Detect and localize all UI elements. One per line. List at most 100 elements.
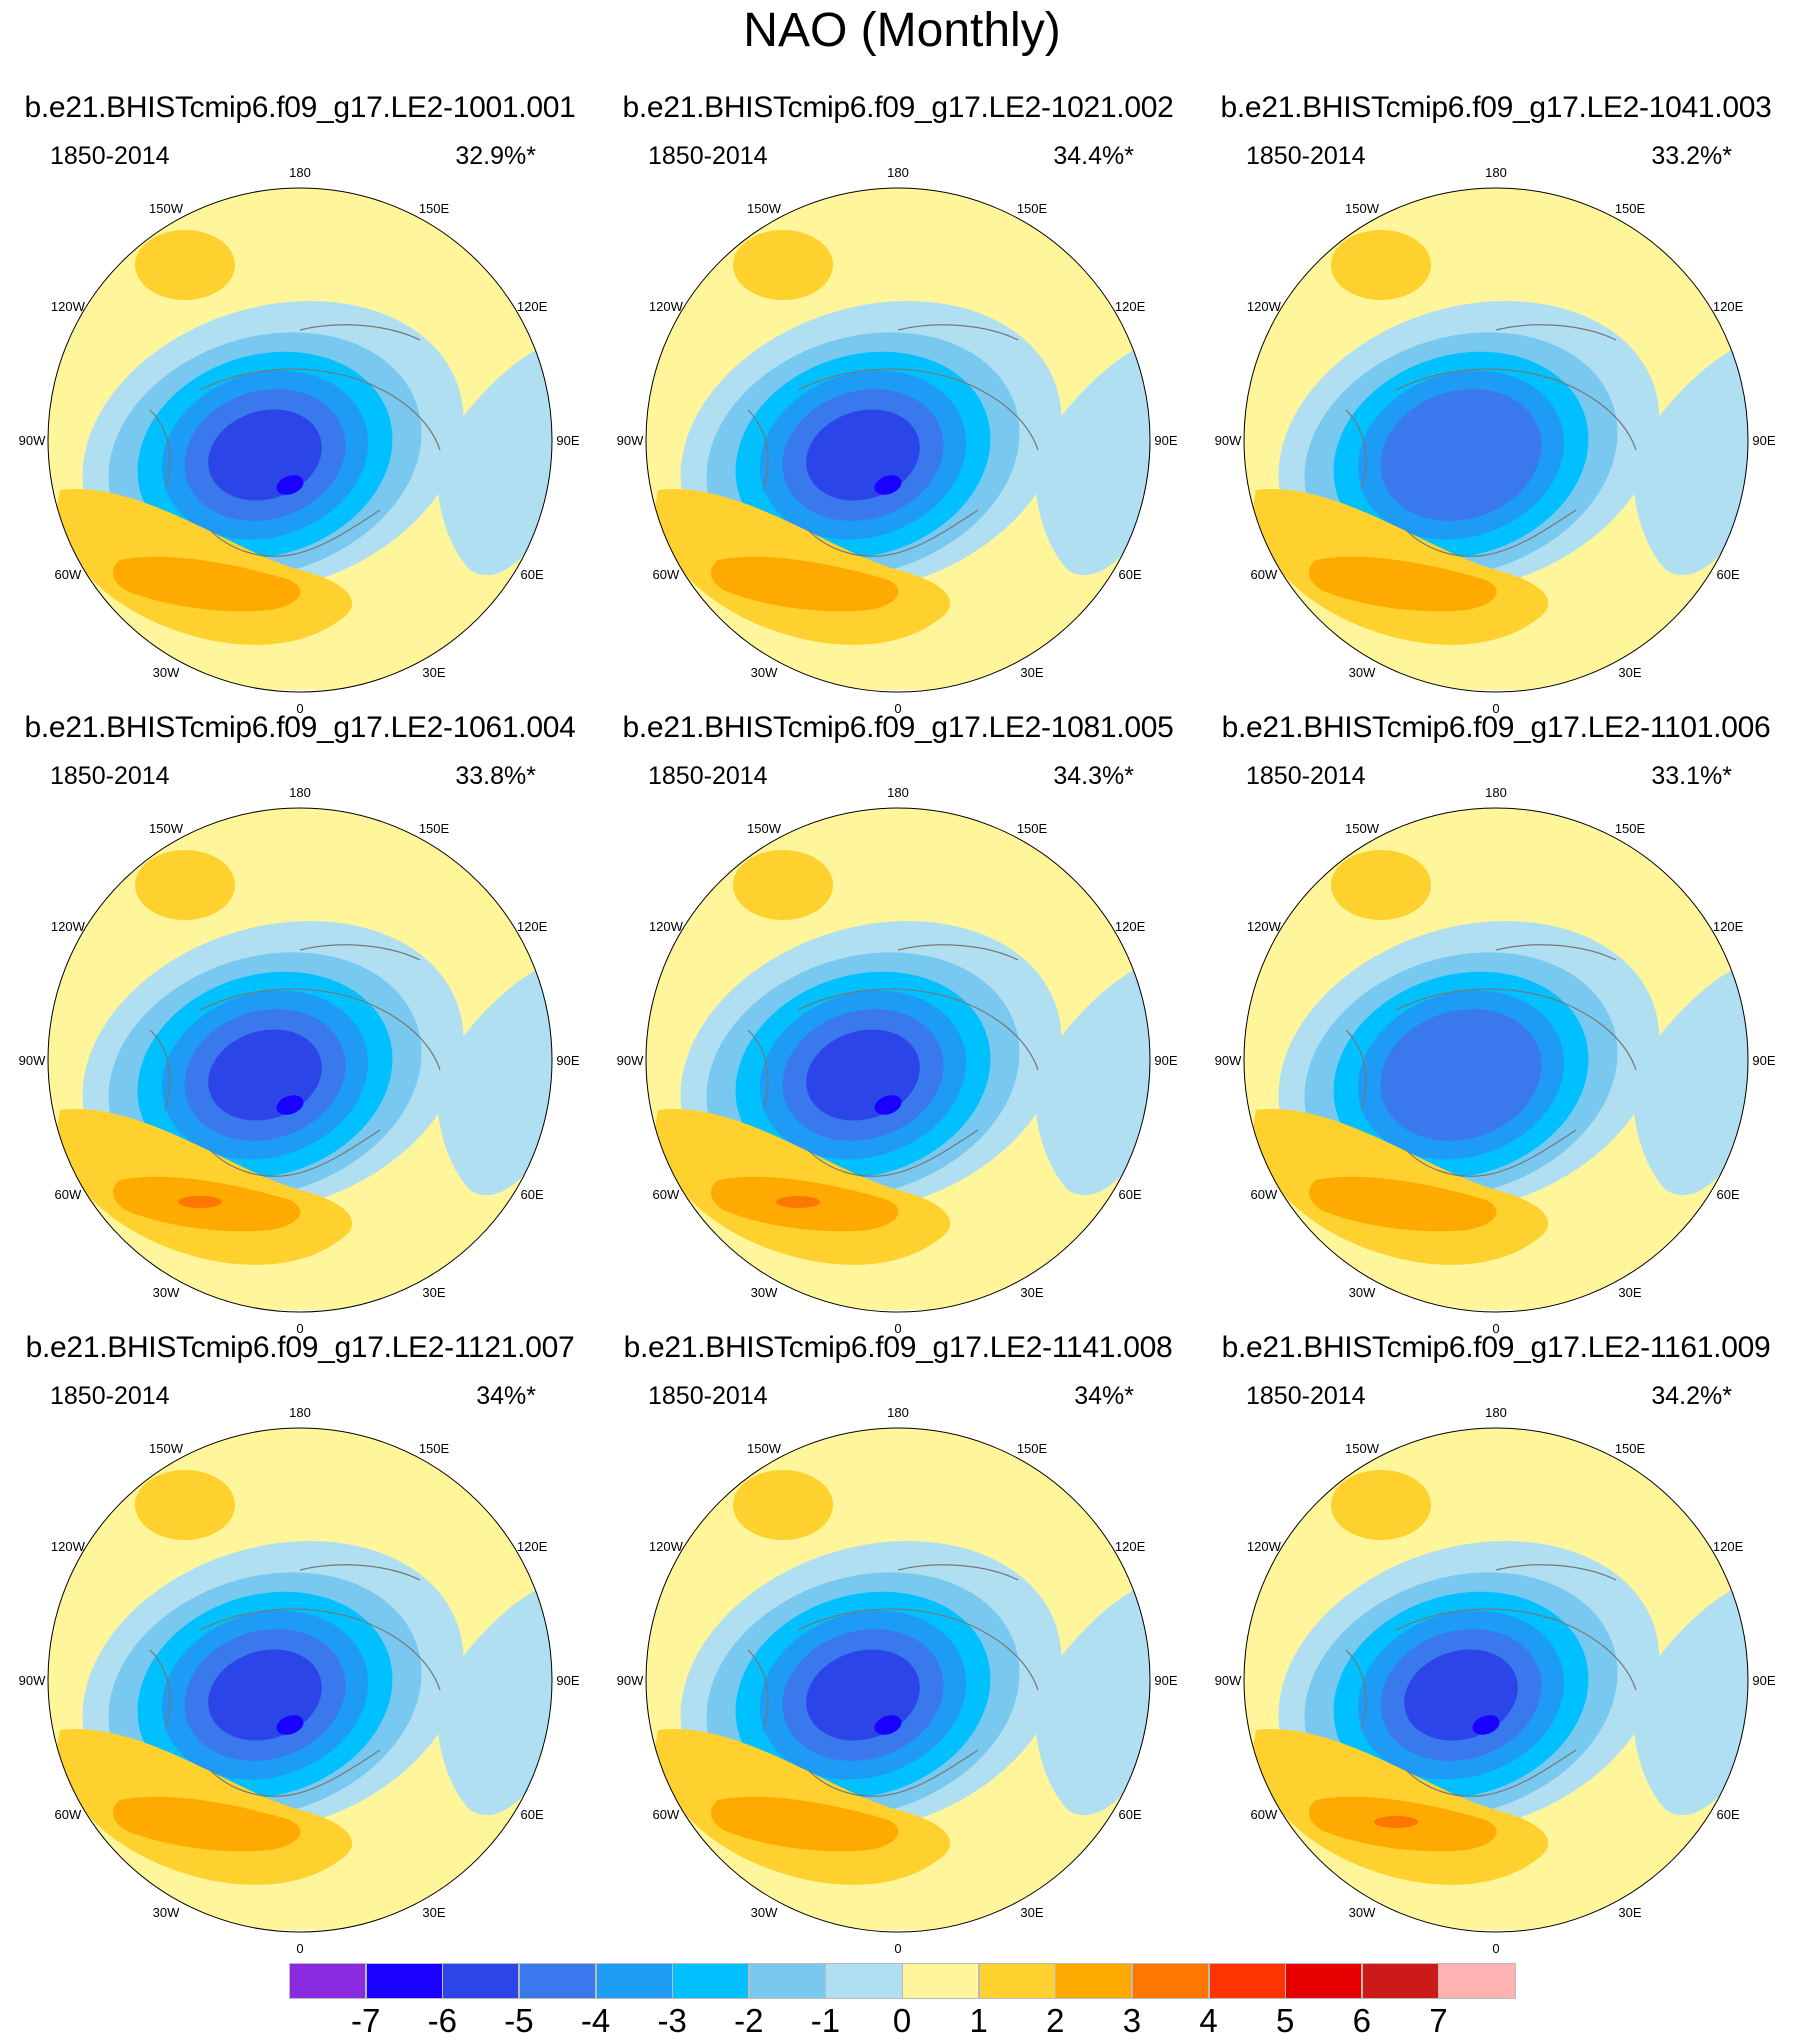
contour-negative-band [1380, 1009, 1542, 1141]
longitude-label: 120E [1115, 919, 1146, 934]
longitude-label: 30E [1618, 1905, 1641, 1920]
longitude-label: 90W [1215, 1053, 1242, 1068]
longitude-label: 120W [51, 1539, 86, 1554]
longitude-label: 60W [653, 1187, 680, 1202]
colorbar: -7 -6 -5 -4 -3 -2 -1 0 1 2 3 4 5 6 7 [289, 1963, 1516, 2039]
longitude-label: 60E [521, 567, 544, 582]
colorbar-swatch [978, 1963, 1056, 1999]
longitude-label: 30W [751, 1905, 778, 1920]
contour-pacific-positive [733, 230, 833, 300]
coastline [1345, 944, 1637, 1177]
polar-map: 180 150E 120E 90E 60E 30E 0 30W 60W 90W 120W 150W [19, 1405, 580, 1956]
longitude-label: 180 [289, 1405, 311, 1420]
longitude-label: 90W [19, 1673, 46, 1688]
colorbar-label: -5 [504, 2002, 534, 2039]
longitude-label: 60E [521, 1187, 544, 1202]
panel-title: b.e21.BHISTcmip6.f09_g17.LE2-1081.005 [622, 711, 1174, 744]
longitude-label: 30E [1618, 1285, 1641, 1300]
panel-title: b.e21.BHISTcmip6.f09_g17.LE2-1161.009 [1221, 1331, 1771, 1364]
longitude-label: 180 [289, 165, 311, 180]
polar-map: 180 150E 120E 90E 60E 30E 0 30W 60W 90W 120W 150W [1215, 165, 1776, 716]
longitude-label: 30W [1349, 665, 1376, 680]
panel-period: 1850-2014 [648, 762, 768, 790]
longitude-label: 30W [153, 1905, 180, 1920]
map-panel: b.e21.BHISTcmip6.f09_g17.LE2-1081.005 185… [598, 710, 1198, 1336]
polar-map: 180 150E 120E 90E 60E 30E 0 30W 60W 90W 120W 150W [1215, 1405, 1776, 1956]
longitude-label: 90W [19, 1053, 46, 1068]
contour-pacific-positive [733, 1470, 833, 1540]
longitude-label: 0 [894, 1941, 901, 1956]
longitude-label: 30E [1020, 1285, 1043, 1300]
longitude-label: 150W [1345, 201, 1380, 216]
longitude-label: 60E [1119, 1807, 1142, 1822]
longitude-label: 60W [653, 1807, 680, 1822]
map-boundary [47, 187, 553, 693]
colorbar-label: -7 [350, 2002, 381, 2039]
longitude-label: 90W [1215, 433, 1242, 448]
colorbar-label: 1 [969, 2002, 988, 2039]
longitude-label: 120E [1713, 919, 1744, 934]
longitude-label: 120W [649, 919, 684, 934]
longitude-label: 90E [1752, 433, 1775, 448]
longitude-label: 120E [1713, 1539, 1744, 1554]
longitude-label: 0 [1492, 701, 1499, 716]
map-panel: b.e21.BHISTcmip6.f09_g17.LE2-1161.009 185… [1196, 1330, 1796, 1956]
variance-explained: 34%* [1074, 1382, 1134, 1410]
map-boundary [1243, 1427, 1749, 1933]
longitude-label: 90E [1752, 1053, 1775, 1068]
longitude-label: 30E [422, 1285, 445, 1300]
map-panel: b.e21.BHISTcmip6.f09_g17.LE2-1141.008 185… [598, 1330, 1198, 1956]
longitude-label: 30E [1020, 1905, 1043, 1920]
colorbar-swatch [442, 1963, 520, 1999]
longitude-label: 60W [55, 567, 82, 582]
longitude-label: 120W [649, 299, 684, 314]
longitude-label: 60W [1251, 1187, 1278, 1202]
colorbar-swatch [825, 1963, 903, 1999]
variance-explained: 34.2%* [1651, 1382, 1732, 1410]
longitude-label: 120E [517, 919, 548, 934]
longitude-label: 180 [1485, 785, 1507, 800]
longitude-label: 120E [1713, 299, 1744, 314]
panel-title: b.e21.BHISTcmip6.f09_g17.LE2-1001.001 [24, 91, 576, 124]
panel-title: b.e21.BHISTcmip6.f09_g17.LE2-1101.006 [1221, 711, 1771, 744]
panel-title: b.e21.BHISTcmip6.f09_g17.LE2-1041.003 [1220, 91, 1772, 124]
colorbar-label: 3 [1122, 2002, 1142, 2039]
map-boundary [47, 807, 553, 1313]
longitude-label: 150W [149, 1441, 184, 1456]
variance-explained: 34%* [476, 1382, 536, 1410]
longitude-label: 180 [289, 785, 311, 800]
colorbar-label: 4 [1199, 2002, 1218, 2039]
longitude-label: 150W [747, 821, 782, 836]
colorbar-swatch [1208, 1963, 1286, 1999]
longitude-label: 90W [1215, 1673, 1242, 1688]
longitude-label: 60E [1717, 1187, 1740, 1202]
variance-explained: 33.2%* [1651, 142, 1732, 170]
map-boundary [1243, 187, 1749, 693]
longitude-label: 60W [55, 1807, 82, 1822]
contour-core-min [874, 1095, 902, 1115]
longitude-label: 60E [1717, 567, 1740, 582]
contour-core-min [276, 1715, 304, 1735]
longitude-label: 0 [296, 1321, 303, 1336]
colorbar-swatch [672, 1963, 750, 1999]
longitude-label: 180 [887, 1405, 909, 1420]
longitude-label: 30W [153, 665, 180, 680]
panel-period: 1850-2014 [50, 1382, 170, 1410]
contour-atlantic-strong [113, 1796, 301, 1852]
panel-title: b.e21.BHISTcmip6.f09_g17.LE2-1061.004 [24, 711, 576, 744]
longitude-label: 60E [1717, 1807, 1740, 1822]
longitude-label: 120W [51, 919, 86, 934]
colorbar-swatch [289, 1963, 367, 1999]
colorbar-swatch [365, 1963, 443, 1999]
colorbar-label: 6 [1352, 2002, 1371, 2039]
contour-atlantic-strong [711, 556, 899, 612]
longitude-label: 150W [747, 1441, 782, 1456]
variance-explained: 32.9%* [455, 142, 536, 170]
longitude-label: 180 [1485, 1405, 1507, 1420]
coastline [747, 324, 1039, 557]
contour-pacific-positive [1331, 850, 1431, 920]
longitude-label: 90E [1752, 1673, 1775, 1688]
longitude-label: 150E [1017, 821, 1048, 836]
contour-atlantic-strong [113, 556, 301, 612]
longitude-label: 60E [1119, 567, 1142, 582]
